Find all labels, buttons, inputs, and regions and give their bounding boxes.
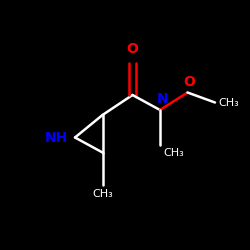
Text: O: O: [126, 42, 138, 56]
Text: NH: NH: [44, 130, 68, 144]
Text: CH₃: CH₃: [164, 148, 184, 158]
Text: O: O: [183, 75, 195, 89]
Text: CH₃: CH₃: [219, 98, 240, 108]
Text: CH₃: CH₃: [92, 189, 113, 199]
Text: N: N: [157, 92, 168, 106]
